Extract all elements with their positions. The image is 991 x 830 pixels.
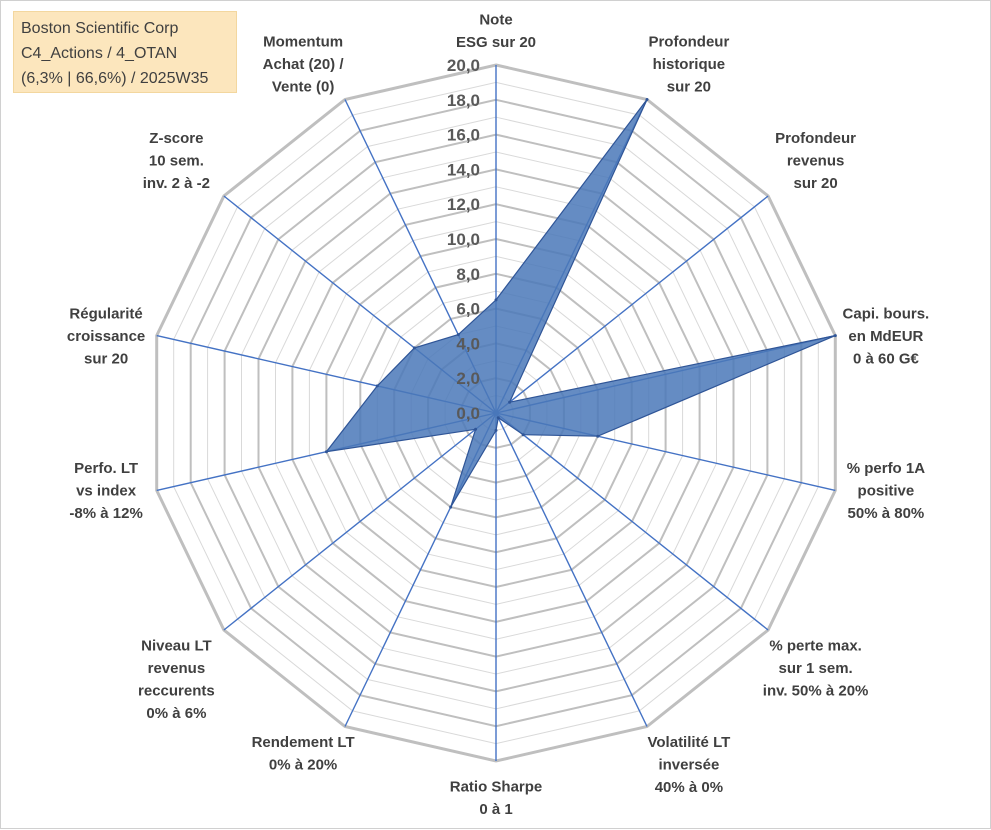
axis-label-line: 0 à 1: [479, 801, 512, 818]
axis-label-line: 0 à 60 G€: [853, 350, 920, 367]
tick-label: 10,0: [447, 230, 480, 249]
radar-series: [324, 98, 837, 509]
axis-label: Perfo. LT vs index -8% à 12%: [69, 460, 142, 522]
axis-label: Niveau LT revenus reccurents 0% à 6%: [138, 638, 215, 723]
stock-info-box: Boston Scientific Corp C4_Actions / 4_OT…: [13, 11, 237, 93]
data-point: [596, 434, 600, 438]
axis-label: Note ESG sur 20: [456, 12, 536, 52]
tick-label: 20,0: [447, 56, 480, 75]
axis-label-line: Capi. bours.: [843, 305, 930, 322]
axis-label-line: sur 20: [667, 79, 711, 96]
radar-tick-labels: 0,0 2,0 4,0 6,0 8,0 10,0 12,0 14,0 16,0 18,0 20,0: [447, 56, 480, 423]
axis-label: Régularité croissance sur 20: [67, 305, 145, 367]
tick-label: 8,0: [456, 265, 480, 284]
axis-label-line: Achat (20) /: [263, 56, 345, 73]
data-point: [494, 428, 498, 432]
axis-label-line: 40% à 0%: [655, 779, 723, 796]
axis-label: % perfo 1A positive 50% à 80%: [847, 460, 926, 522]
axis-label-line: % perfo 1A: [847, 460, 926, 477]
axis-label-line: Régularité: [69, 305, 142, 322]
axis-label-line: Momentum: [263, 34, 343, 51]
axis-label-line: sur 20: [793, 175, 837, 192]
axis-label: % perte max. sur 1 sem. inv. 50% à 20%: [763, 638, 869, 700]
data-point: [496, 416, 500, 420]
axis-label-line: inversée: [658, 757, 719, 774]
data-point: [324, 450, 328, 454]
data-point: [412, 346, 416, 350]
axis-label-line: sur 1 sem.: [778, 660, 852, 677]
axis-label-line: Rendement LT: [252, 734, 355, 751]
axis-label-line: Niveau LT: [141, 638, 212, 655]
data-point: [521, 433, 525, 437]
axis-label-line: Z-score: [149, 130, 203, 147]
axis-label-line: positive: [858, 483, 915, 500]
axis-label-line: 0% à 20%: [269, 757, 337, 774]
data-point: [645, 98, 649, 101]
axis-label-line: inv. 50% à 20%: [763, 683, 869, 700]
axis-spoke: [223, 412, 497, 631]
axis-label-line: croissance: [67, 328, 145, 345]
axis-label: Capi. bours. en MdEUR 0 à 60 G€: [843, 305, 930, 367]
axis-label-line: Volatilité LT: [648, 734, 731, 751]
axis-label-line: Profondeur: [648, 34, 729, 51]
axis-label-line: 10 sem.: [149, 153, 204, 170]
tick-label: 14,0: [447, 160, 480, 179]
axis-label: Profondeur revenus sur 20: [775, 130, 856, 192]
axis-label: Ratio Sharpe 0 à 1: [450, 779, 543, 819]
data-point: [494, 298, 498, 302]
axis-label: Momentum Achat (20) / Vente (0): [263, 34, 345, 96]
axis-label-line: Note: [479, 12, 512, 29]
stock-name: Boston Scientific Corp: [21, 20, 179, 37]
axis-label: Rendement LT 0% à 20%: [252, 734, 355, 774]
axis-label-line: inv. 2 à -2: [143, 175, 210, 192]
data-point: [375, 384, 379, 388]
tick-label: 18,0: [447, 91, 480, 110]
axis-label-line: Vente (0): [272, 79, 335, 96]
axis-label-line: ESG sur 20: [456, 34, 536, 51]
axis-label-line: -8% à 12%: [69, 505, 142, 522]
data-point: [508, 400, 512, 404]
axis-label: Profondeur historique sur 20: [648, 34, 729, 96]
data-point: [449, 505, 453, 509]
axis-label-line: reccurents: [138, 683, 215, 700]
axis-label: Z-score 10 sem. inv. 2 à -2: [143, 130, 210, 192]
tick-label: 6,0: [456, 300, 480, 319]
tick-label: 2,0: [456, 369, 480, 388]
tick-label: 4,0: [456, 334, 480, 353]
axis-spoke: [495, 412, 769, 631]
axis-label-line: historique: [653, 56, 726, 73]
axis-spoke: [495, 195, 769, 414]
axis-label-line: Ratio Sharpe: [450, 779, 543, 796]
axis-label-line: vs index: [76, 483, 137, 500]
axis-label: Volatilité LT inversée 40% à 0%: [648, 734, 731, 796]
axis-label-line: sur 20: [84, 350, 128, 367]
data-point: [833, 334, 837, 338]
data-point: [456, 333, 460, 337]
axis-label-line: Perfo. LT: [74, 460, 138, 477]
axis-label-line: revenus: [148, 660, 206, 677]
stock-stats: (6,3% | 66,6%) / 2025W35: [21, 70, 209, 87]
data-point: [474, 427, 478, 431]
stock-category: C4_Actions / 4_OTAN: [21, 45, 178, 62]
axis-label-line: 50% à 80%: [848, 505, 925, 522]
radar-axis-labels: Note ESG sur 20 Profondeur historique sur 20…: [67, 12, 929, 819]
axis-label-line: Profondeur: [775, 130, 856, 147]
tick-label: 0,0: [456, 404, 480, 423]
tick-label: 16,0: [447, 126, 480, 145]
axis-label-line: 0% à 6%: [146, 705, 206, 722]
axis-label-line: % perte max.: [769, 638, 862, 655]
axis-label-line: revenus: [787, 153, 845, 170]
tick-label: 12,0: [447, 195, 480, 214]
series-area: [325, 99, 836, 508]
axis-label-line: en MdEUR: [848, 328, 923, 345]
axis-spoke: [495, 412, 648, 727]
